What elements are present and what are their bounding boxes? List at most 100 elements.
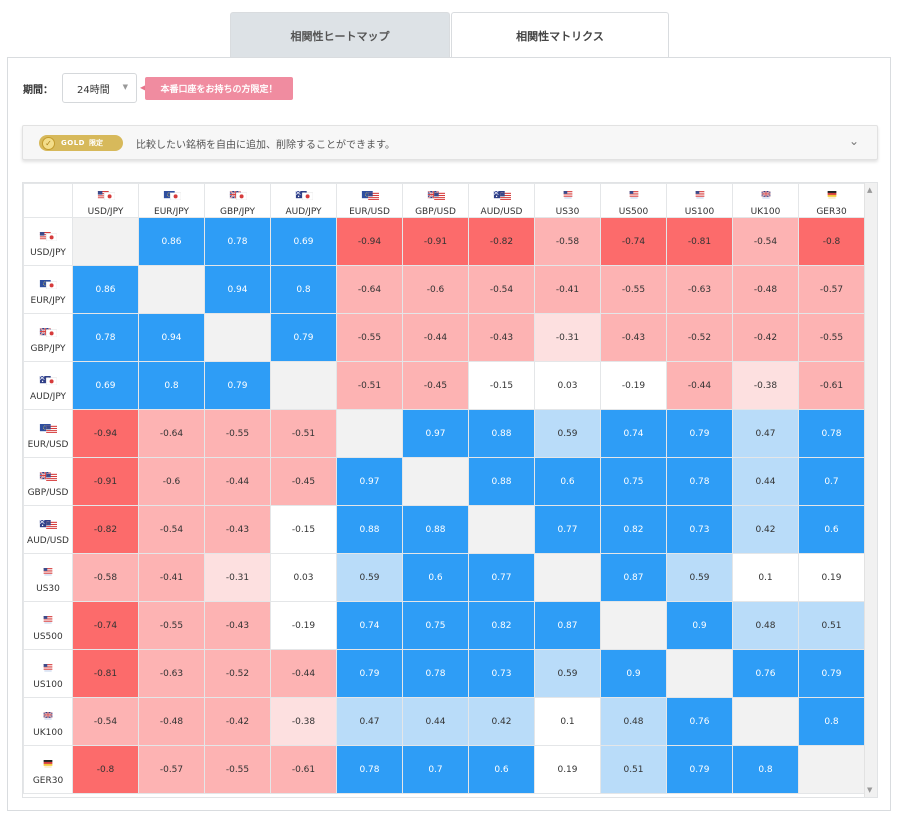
- correlation-cell: 0.77: [534, 505, 601, 554]
- column-header: EUR/JPY: [138, 183, 205, 218]
- correlation-cell: 0.73: [468, 649, 535, 698]
- gold-limit-label: 限定: [88, 139, 103, 147]
- correlation-cell: -0.91: [402, 217, 469, 266]
- correlation-cell: 0.74: [600, 409, 667, 458]
- gold-feature-bar[interactable]: ✓ GOLD 限定 比較したい銘柄を自由に追加、削除することができます。 ⌄: [22, 125, 878, 160]
- correlation-cell: 0.79: [270, 313, 337, 362]
- gb-flag-icon: [760, 185, 772, 204]
- us-flag-icon: [42, 610, 54, 629]
- row-header: AUD/JPY: [23, 361, 73, 410]
- matrix-row: AUD/USD -0.82 -0.54 -0.43 -0.15 0.88 0.88 0.77 0…: [23, 505, 865, 554]
- correlation-cell: 0.88: [336, 505, 403, 554]
- column-header: US30: [534, 183, 601, 218]
- correlation-cell: -0.44: [270, 649, 337, 698]
- row-header: USD/JPY: [23, 217, 73, 266]
- correlation-cell: 0.44: [732, 457, 799, 506]
- row-header: AUD/USD: [23, 505, 73, 554]
- row-header: EUR/USD: [23, 409, 73, 458]
- correlation-cell: -0.61: [798, 361, 865, 410]
- tab-matrix[interactable]: 相関性マトリクス: [451, 12, 669, 59]
- correlation-cell: 0.74: [336, 601, 403, 650]
- column-header-label: GBP/JPY: [220, 206, 255, 217]
- correlation-cell: -0.38: [270, 697, 337, 746]
- correlation-cell: -0.41: [138, 553, 205, 602]
- correlation-cell: -0.74: [72, 601, 139, 650]
- correlation-cell: 0.47: [732, 409, 799, 458]
- correlation-cell: -0.58: [534, 217, 601, 266]
- correlation-cell: 0.51: [798, 601, 865, 650]
- correlation-cell: 0.79: [204, 361, 271, 410]
- gb-us-flag-icon: [39, 466, 57, 485]
- us-flag-icon: [42, 658, 54, 677]
- column-header-label: US500: [618, 206, 649, 217]
- eu-jp-flag-icon: [39, 274, 57, 293]
- correlation-cell: -0.51: [270, 409, 337, 458]
- correlation-cell: -0.94: [72, 409, 139, 458]
- correlation-cell: 0.75: [402, 601, 469, 650]
- vertical-scrollbar[interactable]: ▲ ▼: [864, 183, 877, 797]
- eu-us-flag-icon: [39, 418, 57, 437]
- correlation-cell: -0.8: [798, 217, 865, 266]
- row-header-label: GBP/USD: [27, 487, 69, 498]
- correlation-cell: 0.7: [402, 745, 469, 794]
- correlation-cell: -0.45: [270, 457, 337, 506]
- matrix-row: GBP/USD -0.91 -0.6 -0.44 -0.45 0.97 0.88 0.6 0.7…: [23, 457, 865, 506]
- row-header: UK100: [23, 697, 73, 746]
- row-header-label: GBP/JPY: [30, 343, 66, 354]
- correlation-cell: -0.81: [666, 217, 733, 266]
- row-header-label: GER30: [32, 775, 64, 786]
- gold-badge: ✓ GOLD 限定: [39, 135, 123, 151]
- diagonal-cell: [732, 697, 799, 746]
- correlation-cell: -0.55: [336, 313, 403, 362]
- scroll-up-icon[interactable]: ▲: [867, 186, 873, 194]
- scroll-down-icon[interactable]: ▼: [867, 786, 873, 794]
- tab-bar: 相関性ヒートマップ 相関性マトリクス: [230, 12, 669, 59]
- correlation-cell: 0.03: [534, 361, 601, 410]
- correlation-cell: 0.78: [798, 409, 865, 458]
- correlation-cell: 0.75: [600, 457, 667, 506]
- column-header: EUR/USD: [336, 183, 403, 218]
- chevron-down-icon: ▼: [122, 83, 128, 91]
- column-header-label: UK100: [750, 206, 781, 217]
- correlation-cell: 0.78: [402, 649, 469, 698]
- de-flag-icon: [42, 754, 54, 773]
- eu-jp-flag-icon: [163, 185, 181, 204]
- promo-badge: 本番口座をお持ちの方限定！: [145, 77, 293, 100]
- gold-badge-label: GOLD: [61, 139, 85, 147]
- row-header: EUR/JPY: [23, 265, 73, 314]
- correlation-cell: -0.43: [204, 505, 271, 554]
- correlation-cell: -0.48: [138, 697, 205, 746]
- matrix-row: US30 -0.58 -0.41 -0.31 0.03 0.59 0.6 0.77 0.87 0.…: [23, 553, 865, 602]
- tab-heatmap[interactable]: 相関性ヒートマップ: [230, 12, 450, 58]
- correlation-cell: -0.6: [402, 265, 469, 314]
- correlation-cell: 0.88: [468, 409, 535, 458]
- us-flag-icon: [42, 562, 54, 581]
- expand-chevron-icon[interactable]: ⌄: [848, 134, 859, 148]
- correlation-cell: 0.9: [600, 649, 667, 698]
- row-header-label: UK100: [33, 727, 63, 738]
- row-header: GBP/USD: [23, 457, 73, 506]
- correlation-cell: -0.54: [138, 505, 205, 554]
- correlation-cell: 0.77: [468, 553, 535, 602]
- diagonal-cell: [798, 745, 865, 794]
- correlation-cell: -0.45: [402, 361, 469, 410]
- correlation-cell: -0.6: [138, 457, 205, 506]
- row-header-label: AUD/JPY: [29, 391, 67, 402]
- correlation-cell: -0.63: [138, 649, 205, 698]
- column-header-label: GBP/USD: [415, 206, 456, 217]
- correlation-cell: -0.57: [138, 745, 205, 794]
- row-header: GER30: [23, 745, 73, 794]
- period-select[interactable]: 24時間 ▼: [62, 73, 137, 103]
- correlation-cell: 0.88: [402, 505, 469, 554]
- matrix-row: AUD/JPY 0.69 0.8 0.79 -0.51 -0.45 -0.15 0.03 -0.…: [23, 361, 865, 410]
- diagonal-cell: [534, 553, 601, 602]
- period-label: 期間：: [23, 85, 53, 96]
- us-jp-flag-icon: [97, 185, 115, 204]
- correlation-cell: -0.91: [72, 457, 139, 506]
- matrix-row: USD/JPY 0.86 0.78 0.69 -0.94 -0.91 -0.82 -0.58-…: [23, 217, 865, 266]
- matrix-row: GER30 -0.8 -0.57 -0.55 -0.61 0.78 0.7 0.6 0.19 0.…: [23, 745, 865, 794]
- correlation-cell: 0.59: [666, 553, 733, 602]
- column-header: AUD/USD: [468, 183, 535, 218]
- matrix-panel: 期間： 24時間 ▼ ◀ 本番口座をお持ちの方限定！ ✓ GOLD 限定 比較し…: [7, 57, 891, 811]
- au-jp-flag-icon: [295, 185, 313, 204]
